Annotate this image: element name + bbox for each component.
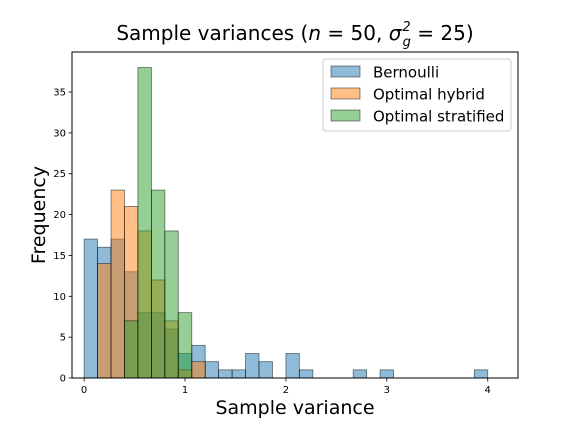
legend-items: Bernoulli Optimal hybrid Optimal stratifie… [330, 64, 504, 126]
y-tick-label: 35 [53, 88, 66, 99]
bar-bernoulli-18 [473, 369, 489, 379]
bar-bernoulli-13 [258, 361, 273, 379]
bars-layer [83, 67, 489, 379]
x-tick-label: 2 [283, 385, 289, 396]
bar-bernoulli-17 [379, 369, 394, 379]
y-tick-label: 20 [53, 210, 66, 221]
bar-optimal-stratified-0 [124, 320, 139, 379]
bar-bernoulli-9 [204, 361, 220, 379]
legend-label-optimal-stratified: Optimal stratified [373, 108, 504, 126]
bar-optimal-hybrid-1 [110, 189, 125, 379]
bar-bernoulli-15 [298, 369, 314, 379]
chart-title: Sample variances (n = 50, σ2 g = 25) [116, 20, 473, 50]
y-tick-label: 15 [53, 251, 66, 262]
legend-label-optimal-hybrid: Optimal hybrid [373, 86, 485, 104]
x-axis-label: Sample variance [215, 397, 374, 419]
legend-swatch-bernoulli [330, 65, 361, 78]
bar-bernoulli-14 [285, 353, 300, 379]
legend-label-bernoulli: Bernoulli [373, 64, 439, 82]
x-tick-label: 1 [182, 385, 188, 396]
y-tick-label: 5 [60, 333, 66, 344]
bar-optimal-hybrid-7 [191, 361, 206, 379]
x-tick-label: 4 [485, 385, 491, 396]
y-axis-label: Frequency [28, 166, 50, 264]
y-tick-label: 0 [60, 374, 66, 385]
legend-box [322, 58, 512, 132]
axes-frame [71, 51, 519, 379]
y-tick-label: 30 [53, 128, 66, 139]
bar-optimal-hybrid-0 [97, 263, 112, 379]
y-tick-label: 25 [53, 169, 66, 180]
bar-optimal-stratified-2 [151, 189, 166, 379]
bar-bernoulli-16 [352, 369, 368, 379]
bar-optimal-stratified-1 [137, 67, 152, 379]
y-tick-label: 10 [53, 292, 66, 303]
bar-bernoulli-11 [231, 369, 246, 379]
bar-optimal-stratified-3 [164, 230, 179, 379]
x-tick-label: 3 [384, 385, 390, 396]
bar-bernoulli-12 [245, 353, 260, 379]
bar-optimal-stratified-4 [177, 312, 193, 379]
legend-swatch-optimal-hybrid [330, 87, 361, 100]
legend-swatch-optimal-stratified [330, 109, 361, 122]
legend: Bernoulli Optimal hybrid Optimal stratifie… [322, 58, 512, 132]
plot-area: 0 1 2 3 4 0 5 10 15 20 25 30 35 [53, 51, 519, 396]
bar-bernoulli-10 [218, 369, 233, 379]
bar-bernoulli-0 [83, 238, 98, 379]
x-tick-label: 0 [81, 385, 87, 396]
ticks-layer: 0 1 2 3 4 0 5 10 15 20 25 30 35 [53, 88, 491, 396]
